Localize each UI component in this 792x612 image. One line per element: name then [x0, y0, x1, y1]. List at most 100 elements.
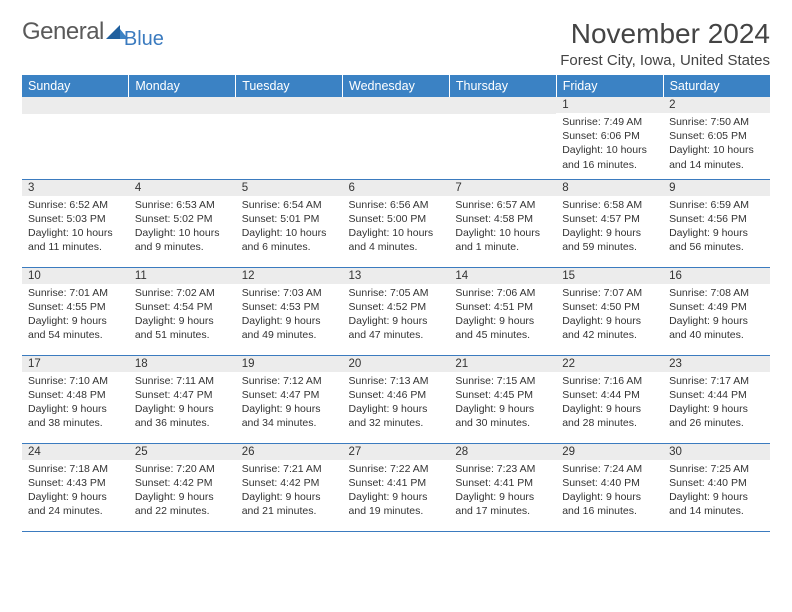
sunset-text: Sunset: 4:50 PM: [562, 300, 657, 314]
daylight-text: Daylight: 9 hours and 19 minutes.: [349, 490, 444, 518]
week-row: 24Sunrise: 7:18 AMSunset: 4:43 PMDayligh…: [22, 443, 770, 531]
daylight-text: Daylight: 9 hours and 14 minutes.: [669, 490, 764, 518]
sunset-text: Sunset: 4:48 PM: [28, 388, 123, 402]
day-content: Sunrise: 6:58 AMSunset: 4:57 PMDaylight:…: [556, 196, 663, 259]
day-number: [129, 97, 236, 114]
day-number: 25: [129, 444, 236, 460]
day-content: Sunrise: 6:53 AMSunset: 5:02 PMDaylight:…: [129, 196, 236, 259]
sunrise-text: Sunrise: 7:05 AM: [349, 286, 444, 300]
dow-row: Sunday Monday Tuesday Wednesday Thursday…: [22, 75, 770, 97]
sunset-text: Sunset: 4:58 PM: [455, 212, 550, 226]
daylight-text: Daylight: 9 hours and 51 minutes.: [135, 314, 230, 342]
day-number: 10: [22, 268, 129, 284]
day-content: Sunrise: 7:18 AMSunset: 4:43 PMDaylight:…: [22, 460, 129, 523]
daylight-text: Daylight: 9 hours and 22 minutes.: [135, 490, 230, 518]
day-number: 12: [236, 268, 343, 284]
day-number: 18: [129, 356, 236, 372]
sunrise-text: Sunrise: 7:17 AM: [669, 374, 764, 388]
daylight-text: Daylight: 9 hours and 36 minutes.: [135, 402, 230, 430]
header: General Blue November 2024 Forest City, …: [22, 18, 770, 69]
day-number: 16: [663, 268, 770, 284]
daylight-text: Daylight: 10 hours and 11 minutes.: [28, 226, 123, 254]
day-content: Sunrise: 6:52 AMSunset: 5:03 PMDaylight:…: [22, 196, 129, 259]
sunset-text: Sunset: 4:55 PM: [28, 300, 123, 314]
day-content: Sunrise: 7:10 AMSunset: 4:48 PMDaylight:…: [22, 372, 129, 435]
daylight-text: Daylight: 9 hours and 16 minutes.: [562, 490, 657, 518]
week-row: 3Sunrise: 6:52 AMSunset: 5:03 PMDaylight…: [22, 179, 770, 267]
day-content: Sunrise: 7:50 AMSunset: 6:05 PMDaylight:…: [663, 113, 770, 176]
daylight-text: Daylight: 9 hours and 34 minutes.: [242, 402, 337, 430]
day-cell: 2Sunrise: 7:50 AMSunset: 6:05 PMDaylight…: [663, 97, 770, 179]
daylight-text: Daylight: 9 hours and 17 minutes.: [455, 490, 550, 518]
daylight-text: Daylight: 9 hours and 24 minutes.: [28, 490, 123, 518]
day-cell: 9Sunrise: 6:59 AMSunset: 4:56 PMDaylight…: [663, 179, 770, 267]
day-cell: 23Sunrise: 7:17 AMSunset: 4:44 PMDayligh…: [663, 355, 770, 443]
day-cell: 19Sunrise: 7:12 AMSunset: 4:47 PMDayligh…: [236, 355, 343, 443]
sunrise-text: Sunrise: 7:50 AM: [669, 115, 764, 129]
sunrise-text: Sunrise: 7:13 AM: [349, 374, 444, 388]
sunset-text: Sunset: 6:05 PM: [669, 129, 764, 143]
day-content: Sunrise: 7:49 AMSunset: 6:06 PMDaylight:…: [556, 113, 663, 176]
daylight-text: Daylight: 9 hours and 56 minutes.: [669, 226, 764, 254]
daylight-text: Daylight: 9 hours and 45 minutes.: [455, 314, 550, 342]
daylight-text: Daylight: 9 hours and 38 minutes.: [28, 402, 123, 430]
day-cell: 15Sunrise: 7:07 AMSunset: 4:50 PMDayligh…: [556, 267, 663, 355]
dow-wednesday: Wednesday: [343, 75, 450, 97]
day-cell: 27Sunrise: 7:22 AMSunset: 4:41 PMDayligh…: [343, 443, 450, 531]
daylight-text: Daylight: 10 hours and 1 minute.: [455, 226, 550, 254]
sunset-text: Sunset: 5:02 PM: [135, 212, 230, 226]
sunset-text: Sunset: 4:57 PM: [562, 212, 657, 226]
sunrise-text: Sunrise: 7:12 AM: [242, 374, 337, 388]
week-row: 1Sunrise: 7:49 AMSunset: 6:06 PMDaylight…: [22, 97, 770, 179]
day-content: Sunrise: 7:17 AMSunset: 4:44 PMDaylight:…: [663, 372, 770, 435]
day-cell: [236, 97, 343, 179]
sunrise-text: Sunrise: 7:15 AM: [455, 374, 550, 388]
day-number: 3: [22, 180, 129, 196]
sunrise-text: Sunrise: 7:02 AM: [135, 286, 230, 300]
day-number: 14: [449, 268, 556, 284]
sunrise-text: Sunrise: 7:01 AM: [28, 286, 123, 300]
day-content: Sunrise: 7:24 AMSunset: 4:40 PMDaylight:…: [556, 460, 663, 523]
day-content: Sunrise: 6:56 AMSunset: 5:00 PMDaylight:…: [343, 196, 450, 259]
sunrise-text: Sunrise: 6:52 AM: [28, 198, 123, 212]
sunrise-text: Sunrise: 7:03 AM: [242, 286, 337, 300]
daylight-text: Daylight: 9 hours and 32 minutes.: [349, 402, 444, 430]
day-number: 15: [556, 268, 663, 284]
day-number: 24: [22, 444, 129, 460]
day-content: Sunrise: 7:13 AMSunset: 4:46 PMDaylight:…: [343, 372, 450, 435]
brand-blue: Blue: [124, 28, 164, 51]
daylight-text: Daylight: 10 hours and 4 minutes.: [349, 226, 444, 254]
day-content: Sunrise: 7:16 AMSunset: 4:44 PMDaylight:…: [556, 372, 663, 435]
sunset-text: Sunset: 4:42 PM: [135, 476, 230, 490]
sunset-text: Sunset: 4:42 PM: [242, 476, 337, 490]
sunrise-text: Sunrise: 7:16 AM: [562, 374, 657, 388]
sunset-text: Sunset: 4:40 PM: [669, 476, 764, 490]
sunrise-text: Sunrise: 7:11 AM: [135, 374, 230, 388]
daylight-text: Daylight: 9 hours and 59 minutes.: [562, 226, 657, 254]
day-number: 28: [449, 444, 556, 460]
day-content: Sunrise: 7:11 AMSunset: 4:47 PMDaylight:…: [129, 372, 236, 435]
title-block: November 2024 Forest City, Iowa, United …: [560, 18, 770, 69]
day-cell: 10 Sunrise: 7:01 AMSunset: 4:55 PMDayligh…: [22, 267, 129, 355]
day-number: 19: [236, 356, 343, 372]
day-cell: [22, 97, 129, 179]
sunset-text: Sunset: 4:46 PM: [349, 388, 444, 402]
daylight-text: Daylight: 9 hours and 49 minutes.: [242, 314, 337, 342]
day-content: Sunrise: 7:15 AMSunset: 4:45 PMDaylight:…: [449, 372, 556, 435]
day-cell: 7Sunrise: 6:57 AMSunset: 4:58 PMDaylight…: [449, 179, 556, 267]
daylight-text: Daylight: 10 hours and 6 minutes.: [242, 226, 337, 254]
daylight-text: Daylight: 9 hours and 54 minutes.: [28, 314, 123, 342]
day-content: Sunrise: 7:03 AMSunset: 4:53 PMDaylight:…: [236, 284, 343, 347]
day-cell: 24Sunrise: 7:18 AMSunset: 4:43 PMDayligh…: [22, 443, 129, 531]
daylight-text: Daylight: 9 hours and 28 minutes.: [562, 402, 657, 430]
daylight-text: Daylight: 9 hours and 40 minutes.: [669, 314, 764, 342]
sunset-text: Sunset: 4:53 PM: [242, 300, 337, 314]
sunset-text: Sunset: 4:40 PM: [562, 476, 657, 490]
day-cell: 12Sunrise: 7:03 AMSunset: 4:53 PMDayligh…: [236, 267, 343, 355]
day-cell: 22Sunrise: 7:16 AMSunset: 4:44 PMDayligh…: [556, 355, 663, 443]
day-content: Sunrise: 6:59 AMSunset: 4:56 PMDaylight:…: [663, 196, 770, 259]
sunrise-text: Sunrise: 7:23 AM: [455, 462, 550, 476]
day-number: 11: [129, 268, 236, 284]
day-content: Sunrise: 7:23 AMSunset: 4:41 PMDaylight:…: [449, 460, 556, 523]
dow-friday: Friday: [556, 75, 663, 97]
